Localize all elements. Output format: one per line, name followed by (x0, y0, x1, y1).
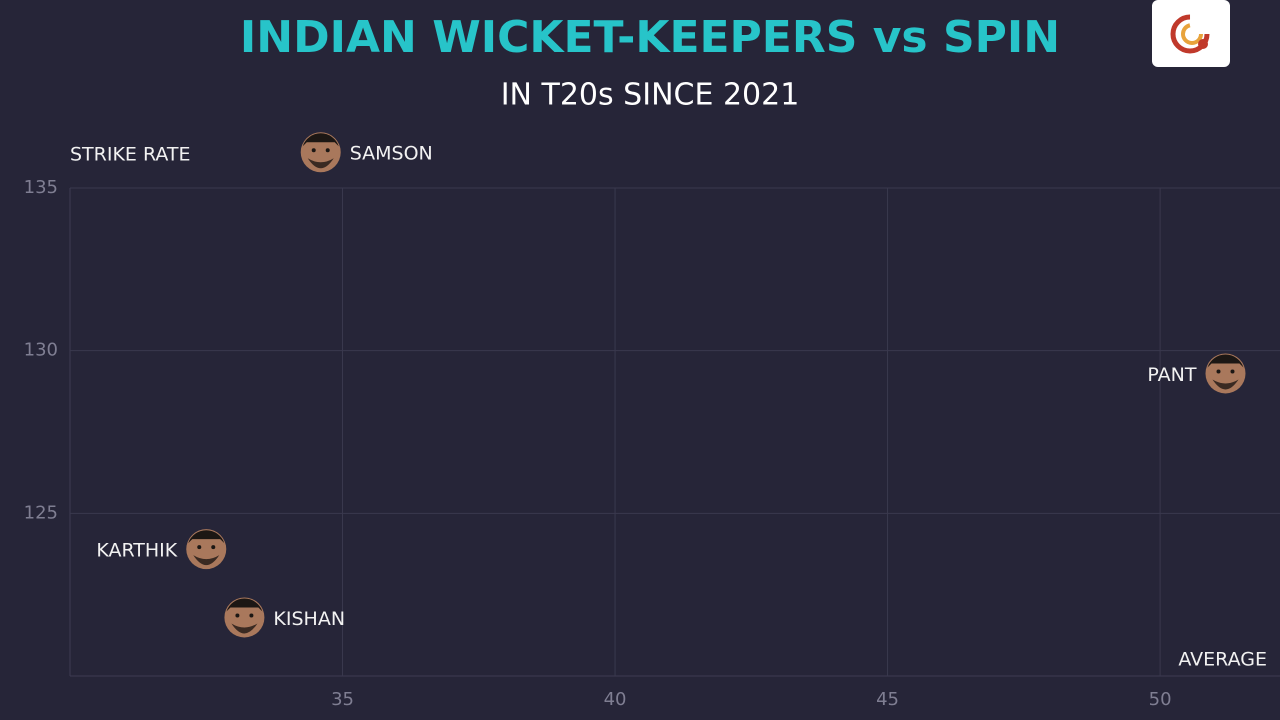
chart-title: INDIAN WICKET-KEEPERS vs SPIN (240, 12, 1060, 63)
eye (1230, 369, 1235, 374)
x-tick-label: 50 (1149, 689, 1172, 710)
beard (193, 555, 220, 566)
point-label: SAMSON (350, 143, 433, 165)
hair (1207, 354, 1244, 368)
eye (1216, 369, 1221, 374)
player-marker (1205, 353, 1246, 394)
beard (231, 623, 258, 634)
y-tick-label: 130 (24, 340, 58, 361)
player-marker (186, 529, 227, 570)
eye (235, 613, 240, 618)
eye (249, 613, 254, 618)
eye (211, 545, 216, 550)
hair (188, 530, 225, 544)
hair (226, 598, 263, 612)
logo (1152, 0, 1230, 67)
player-marker (300, 132, 341, 173)
beard (307, 158, 334, 169)
point-label: PANT (1147, 364, 1196, 386)
beard (1212, 379, 1239, 390)
x-tick-label: 40 (604, 689, 627, 710)
x-axis-label: AVERAGE (1178, 649, 1267, 671)
y-tick-label: 125 (24, 502, 58, 523)
grid (69, 187, 1280, 677)
x-tick-label: 45 (876, 689, 899, 710)
eye (197, 545, 202, 550)
y-tick-label: 135 (24, 177, 58, 198)
point-label: KISHAN (273, 608, 345, 630)
player-marker (224, 597, 265, 638)
point-label: KARTHIK (96, 540, 177, 562)
hair (302, 133, 339, 147)
x-tick-label: 35 (331, 689, 354, 710)
chart-subtitle: IN T20s SINCE 2021 (501, 78, 800, 113)
eye (325, 148, 330, 153)
eye (311, 148, 316, 153)
y-axis-label: STRIKE RATE (70, 144, 191, 166)
